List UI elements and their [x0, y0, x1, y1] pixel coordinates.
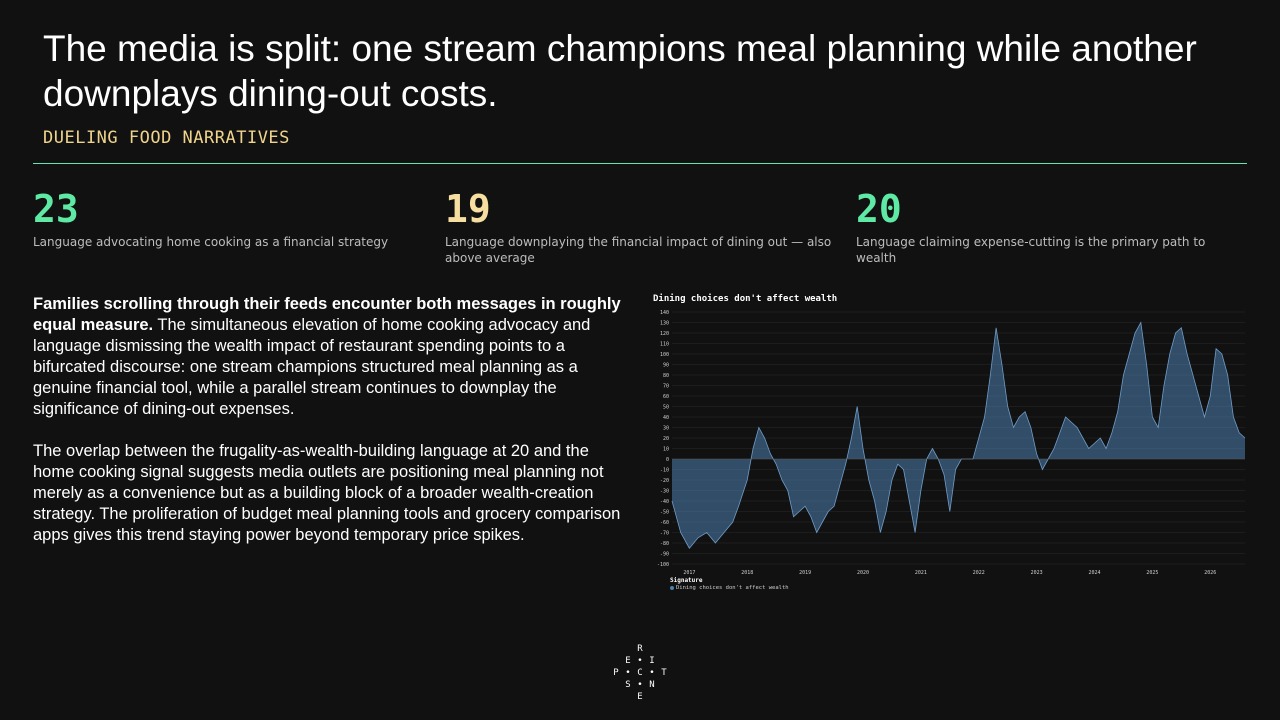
y-tick-label: 10 — [663, 446, 669, 452]
logo-letter: N — [649, 680, 655, 690]
y-tick-label: -90 — [660, 551, 669, 557]
brand-logo: R E • I P • C • T S • N E — [612, 644, 668, 702]
logo-dot: • — [649, 668, 655, 678]
x-tick-label: 2022 — [973, 570, 985, 576]
stat-home-cooking: 23 Language advocating home cooking as a… — [33, 186, 423, 250]
y-tick-label: 110 — [660, 341, 669, 347]
y-tick-label: -80 — [660, 541, 669, 547]
stat-label: Language advocating home cooking as a fi… — [33, 235, 389, 249]
x-tick-label: 2025 — [1146, 570, 1158, 576]
y-tick-label: 20 — [663, 436, 669, 442]
y-tick-label: -70 — [660, 530, 669, 536]
y-tick-label: -30 — [660, 488, 669, 494]
body-text: Families scrolling through their feeds e… — [33, 294, 633, 567]
x-tick-label: 2024 — [1088, 570, 1100, 576]
y-tick-label: -20 — [660, 478, 669, 484]
logo-letter: I — [649, 656, 655, 666]
legend-label: Dining choices don't affect wealth — [676, 585, 789, 591]
y-tick-label: -40 — [660, 499, 669, 505]
stat-value: 23 — [33, 187, 79, 231]
x-tick-label: 2026 — [1204, 570, 1216, 576]
page-subtitle: DUELING FOOD NARRATIVES — [43, 128, 290, 148]
logo-letter: C — [637, 668, 643, 678]
y-tick-label: -60 — [660, 520, 669, 526]
y-tick-label: 50 — [663, 404, 669, 410]
logo-dot: • — [637, 680, 643, 690]
chart-container: Dining choices don't affect wealth 140 13… — [650, 292, 1250, 596]
stat-label: Language downplaying the financial impac… — [445, 235, 832, 265]
x-tick-label: 2019 — [799, 570, 811, 576]
stat-dining-out: 19 Language downplaying the financial im… — [445, 186, 835, 266]
y-tick-label: 100 — [660, 352, 669, 358]
legend-title: Signature — [670, 577, 703, 584]
area-chart: 1401301201101009080706050403020100-10-20… — [657, 310, 1246, 576]
paragraph-lead: Families scrolling through their feeds e… — [33, 295, 621, 334]
x-tick-label: 2017 — [683, 570, 695, 576]
y-tick-label: 140 — [660, 310, 669, 316]
y-tick-label: 90 — [663, 362, 669, 368]
logo-letter: P — [613, 668, 619, 678]
stat-value: 20 — [856, 187, 902, 231]
y-tick-label: 130 — [660, 320, 669, 326]
y-tick-label: 60 — [663, 394, 669, 400]
logo-dot: • — [637, 656, 643, 666]
y-tick-label: 0 — [666, 457, 669, 463]
y-tick-label: 30 — [663, 425, 669, 431]
y-tick-label: 70 — [663, 383, 669, 389]
paragraph-rest: The simultaneous elevation of home cooki… — [33, 316, 591, 418]
logo-letter: E — [637, 692, 643, 702]
logo-letter: E — [625, 656, 631, 666]
paragraph-2: The overlap between the frugality-as-wea… — [33, 442, 621, 544]
series-area — [672, 322, 1245, 549]
x-tick-label: 2018 — [741, 570, 753, 576]
y-tick-label: 120 — [660, 331, 669, 337]
legend-item: Dining choices don't affect wealth — [670, 585, 789, 591]
legend-swatch — [670, 585, 674, 590]
logo-letter: S — [625, 680, 631, 690]
page-title: The media is split: one stream champions… — [43, 28, 1197, 114]
paragraph-1: Families scrolling through their feeds e… — [33, 294, 633, 420]
logo-letter: T — [661, 668, 667, 678]
y-tick-label: -50 — [660, 509, 669, 515]
x-tick-label: 2020 — [857, 570, 869, 576]
stat-expense-cutting: 20 Language claiming expense-cutting is … — [856, 186, 1246, 266]
stat-label: Language claiming expense-cutting is the… — [856, 235, 1206, 265]
x-tick-label: 2023 — [1031, 570, 1043, 576]
header-divider — [33, 163, 1247, 164]
logo-dot: • — [625, 668, 631, 678]
y-tick-label: -10 — [660, 467, 669, 473]
y-tick-label: 80 — [663, 373, 669, 379]
chart-title: Dining choices don't affect wealth — [653, 294, 838, 304]
y-tick-label: 40 — [663, 415, 669, 421]
y-tick-label: -100 — [657, 562, 669, 568]
logo-letter: R — [637, 644, 643, 654]
x-tick-label: 2021 — [915, 570, 927, 576]
stat-value: 19 — [445, 187, 491, 231]
